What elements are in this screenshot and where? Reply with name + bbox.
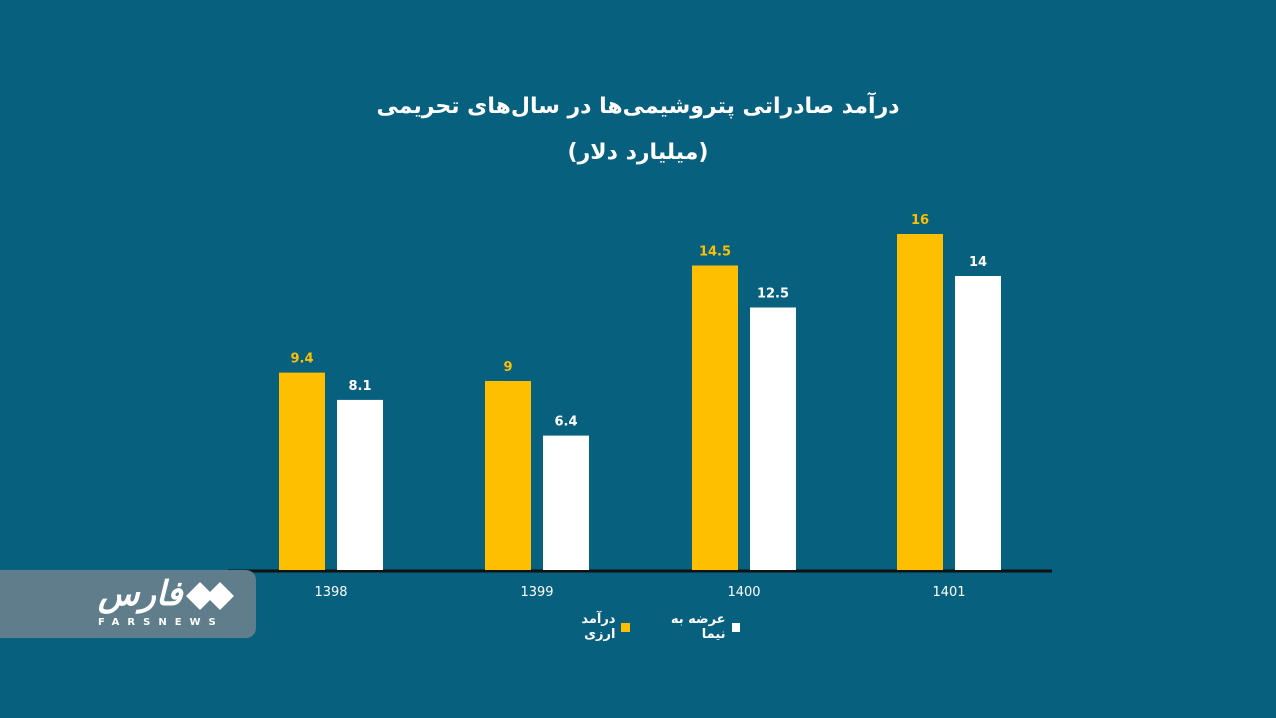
data-label-1398-series-1: 8.1	[348, 379, 371, 394]
data-label-1400-series-0: 14.5	[699, 245, 731, 260]
x-tick-label-1398: 1398	[314, 585, 347, 600]
bar-1401-series-0	[897, 234, 943, 570]
bar-1398-series-1	[337, 399, 383, 570]
x-tick-label-1400: 1400	[727, 585, 760, 600]
bar-1399-series-0	[485, 381, 531, 570]
legend-label-series-1: عرضه به نیما	[670, 612, 726, 642]
data-label-1401-series-0: 16	[911, 213, 929, 228]
data-label-1400-series-1: 12.5	[757, 287, 789, 302]
chart-title: درآمد صادراتی پتروشیمی‌ها در سال‌های تحر…	[376, 94, 900, 119]
data-label-1399-series-0: 9	[503, 360, 512, 375]
bar-1401-series-1	[955, 276, 1001, 570]
data-label-1398-series-0: 9.4	[290, 352, 313, 367]
logo-panel	[0, 570, 256, 638]
legend-label-series-0: درآمد ارزی	[581, 612, 616, 642]
legend: درآمد ارزی عرضه به نیما	[550, 612, 740, 642]
logo-wordmark: فارس	[98, 574, 183, 614]
chart-subtitle: (میلیارد دلار)	[567, 140, 709, 165]
bar-1399-series-1	[543, 435, 589, 570]
legend-swatch-series-1	[731, 622, 740, 632]
legend-item-series-1: عرضه به نیما	[648, 612, 740, 642]
x-tick-label-1401: 1401	[932, 585, 965, 600]
logo-diamonds-icon	[186, 582, 234, 610]
legend-item-series-0: درآمد ارزی	[550, 612, 630, 642]
x-tick-label-1399: 1399	[520, 585, 553, 600]
bar-1400-series-1	[750, 307, 796, 570]
bar-1398-series-0	[279, 372, 325, 570]
legend-swatch-series-0	[621, 622, 630, 632]
data-label-1399-series-1: 6.4	[554, 415, 577, 430]
bar-1400-series-0	[692, 265, 738, 570]
logo-subtitle: FARSNEWS	[98, 617, 224, 628]
data-label-1401-series-1: 14	[969, 255, 987, 270]
